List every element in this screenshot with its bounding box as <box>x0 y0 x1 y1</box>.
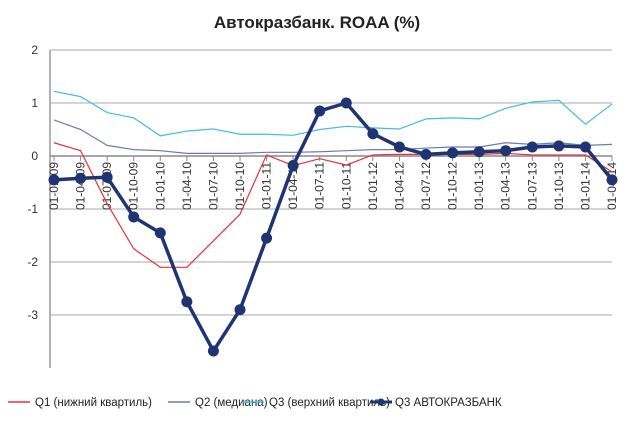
data-point <box>181 296 193 308</box>
data-point <box>207 345 219 357</box>
data-point <box>234 304 246 316</box>
legend-label: Q2 (медиана) <box>195 397 268 409</box>
x-tick-label: 01-01-13 <box>472 162 486 210</box>
series-line-2 <box>53 90 613 137</box>
data-point <box>101 171 113 183</box>
x-tick-label: 01-10-13 <box>552 162 566 210</box>
series-line-0 <box>53 142 613 268</box>
data-point <box>420 148 432 160</box>
data-point <box>447 147 459 159</box>
y-tick-label: -1 <box>27 202 38 216</box>
series-line-1 <box>53 119 613 154</box>
data-point <box>553 140 565 152</box>
x-tick-label: 01-04-13 <box>499 162 513 210</box>
legend-label: Q3 АВТОКРАЗБАНК <box>395 397 502 409</box>
x-tick-label: 01-07-11 <box>313 162 327 209</box>
x-tick-label: 01-04-09 <box>74 162 88 210</box>
y-tick-label: 2 <box>31 43 38 57</box>
y-tick-label: -3 <box>27 308 38 322</box>
legend-label: Q3 (верхний квартиль) <box>269 397 390 409</box>
x-tick-label: 01-07-13 <box>525 162 539 210</box>
data-point <box>500 145 512 157</box>
x-tick-label: 01-10-09 <box>127 162 141 210</box>
data-point <box>287 160 299 172</box>
legend-marker <box>377 398 385 406</box>
data-point <box>473 146 485 158</box>
data-point <box>367 128 379 140</box>
data-point <box>314 105 326 117</box>
chart-title: Автокразбанк. ROAA (%) <box>214 13 420 32</box>
x-tick-label: 01-04-12 <box>392 162 406 210</box>
data-point <box>393 141 405 153</box>
y-tick-label: -2 <box>27 255 38 269</box>
data-point <box>261 232 273 244</box>
data-point <box>579 141 591 153</box>
data-point <box>128 211 140 223</box>
x-tick-label: 01-10-11 <box>339 162 353 209</box>
data-point <box>75 172 87 184</box>
x-tick-label: 01-10-10 <box>233 162 247 210</box>
data-point <box>154 227 166 239</box>
legend-label: Q1 (нижний квартиль) <box>35 397 152 409</box>
x-tick-label: 01-01-10 <box>153 162 167 210</box>
y-tick-label: 0 <box>31 149 38 163</box>
x-tick-label: 01-01-09 <box>47 162 61 210</box>
x-tick-label: 01-07-12 <box>419 162 433 210</box>
series-line-3 <box>53 101 614 353</box>
data-point <box>48 174 60 186</box>
data-point <box>340 97 352 109</box>
x-tick-label: 01-01-12 <box>366 162 380 210</box>
y-tick-label: 1 <box>31 96 38 110</box>
x-tick-label: 01-10-12 <box>446 162 460 210</box>
data-point <box>526 141 538 153</box>
data-point <box>606 174 618 186</box>
x-tick-label: 01-01-11 <box>260 162 274 209</box>
x-tick-label: 01-01-14 <box>578 162 592 210</box>
x-tick-label: 01-04-10 <box>180 162 194 210</box>
x-tick-label: 01-07-10 <box>206 162 220 210</box>
